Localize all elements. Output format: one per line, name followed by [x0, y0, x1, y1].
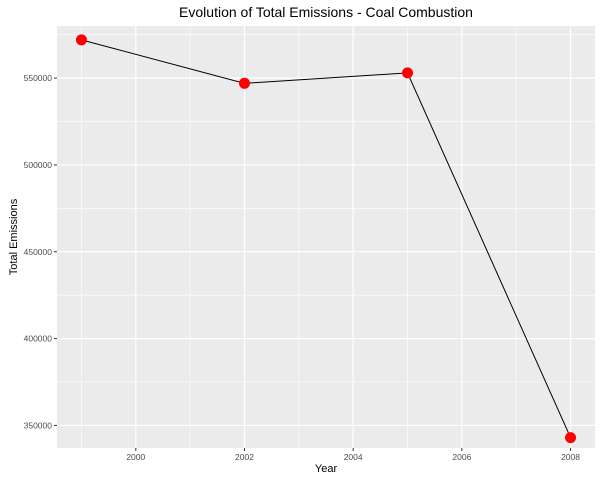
- x-tick-label: 2006: [452, 452, 471, 462]
- series-line: [81, 39, 572, 438]
- grid: [57, 26, 595, 448]
- x-tick-label: 2002: [235, 452, 254, 462]
- y-tick-label: 450000: [24, 247, 53, 257]
- series: [75, 34, 577, 444]
- x-tick-label: 2000: [126, 452, 145, 462]
- data-point: [75, 34, 87, 46]
- data-point: [402, 67, 414, 79]
- y-axis-title: Total Emissions: [8, 198, 20, 275]
- chart-title: Evolution of Total Emissions - Coal Comb…: [179, 4, 473, 20]
- x-axis-title: Year: [315, 463, 338, 475]
- plot-panel: [57, 26, 595, 448]
- data-point: [565, 432, 577, 444]
- data-point: [238, 77, 250, 89]
- y-tick-label: 400000: [24, 334, 53, 344]
- y-tick-label: 500000: [24, 160, 53, 170]
- x-tick-label: 2004: [344, 452, 363, 462]
- axis-ticks: 2000 2002 2004 2006 2008 350000 400000 450000 50…: [24, 73, 581, 462]
- x-tick-label: 2008: [561, 452, 580, 462]
- y-tick-label: 350000: [24, 420, 53, 430]
- y-tick-label: 550000: [24, 73, 53, 83]
